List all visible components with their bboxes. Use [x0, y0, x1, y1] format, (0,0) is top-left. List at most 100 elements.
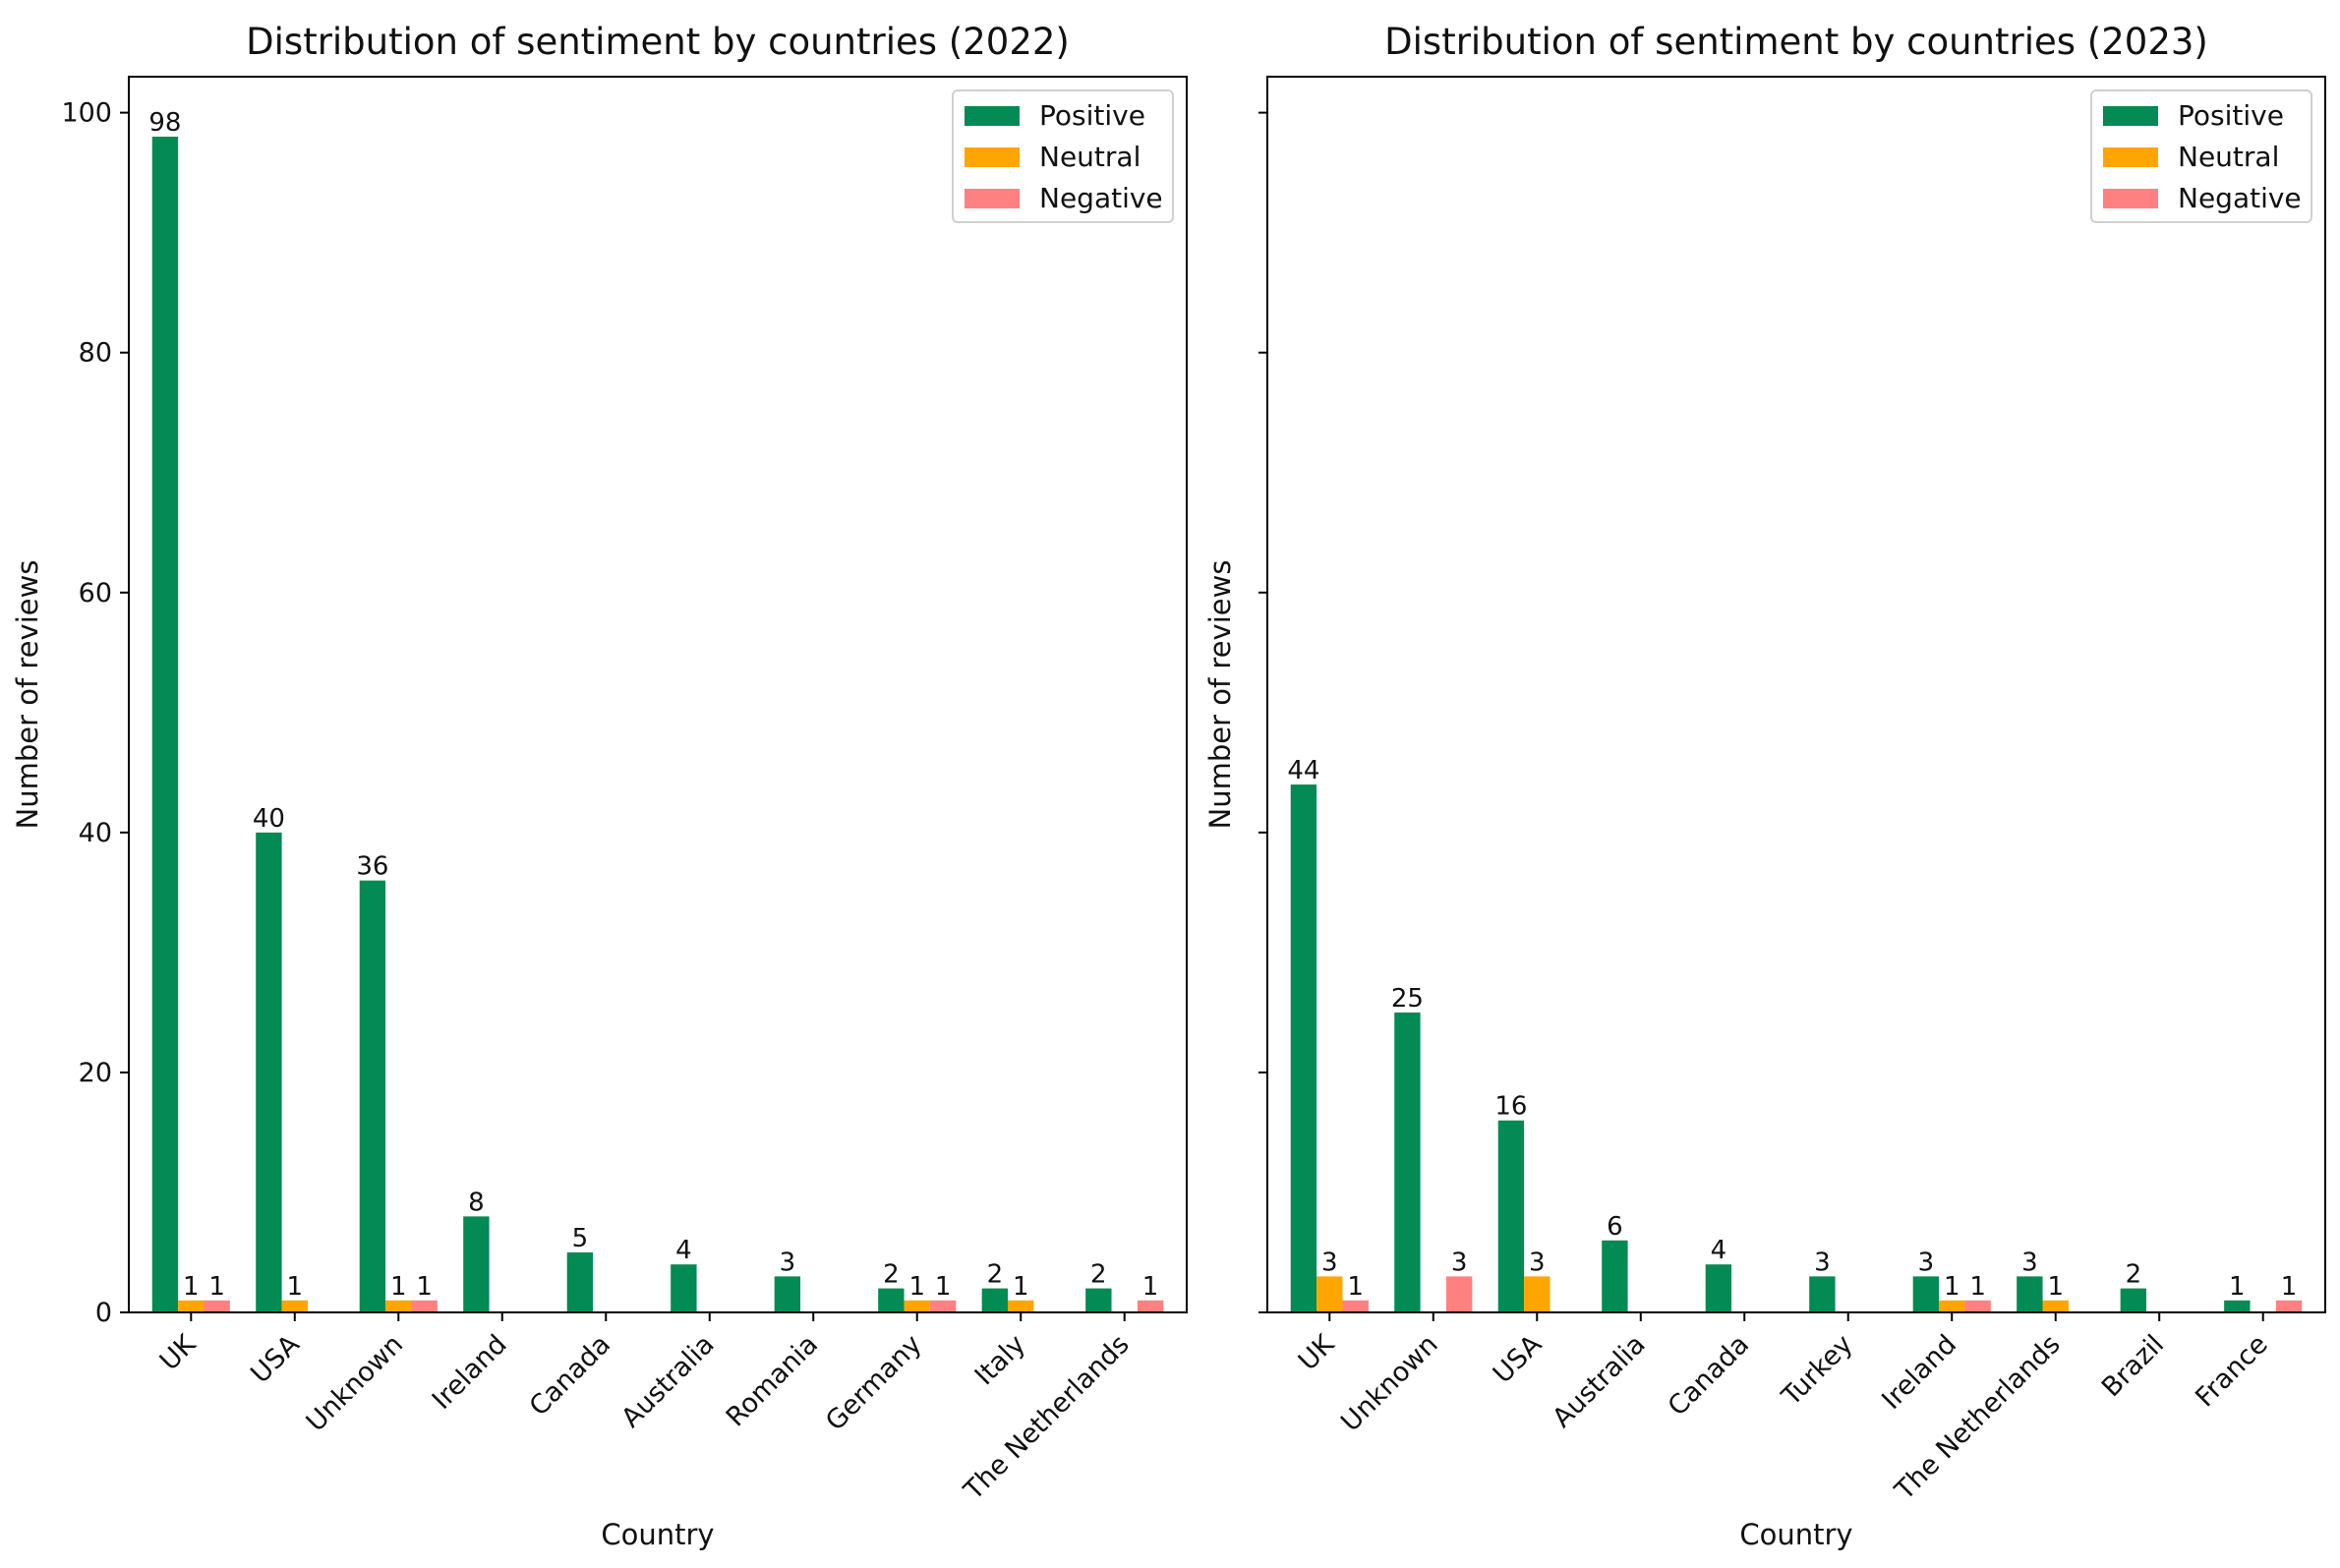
data-label-positive-romania: 3 [780, 1248, 796, 1277]
x-axis-label: Country [1739, 1518, 1852, 1551]
data-label-positive-australia: 4 [675, 1236, 692, 1265]
x-tick-label-uk: UK [154, 1328, 203, 1376]
chart-2: Distribution of sentiment by countries (… [1203, 21, 2326, 1551]
chart-1: Distribution of sentiment by countries (… [11, 21, 1188, 1551]
data-label-positive-italy: 2 [987, 1260, 1004, 1290]
bar-positive-uk [1290, 784, 1317, 1312]
x-axis-label: Country [601, 1518, 714, 1551]
legend-label-neutral: Neutral [2178, 141, 2279, 173]
bar-positive-australia [1602, 1240, 1628, 1312]
data-label-negative-unknown: 3 [1451, 1248, 1468, 1277]
y-tick-label: 80 [79, 338, 112, 369]
data-label-positive-usa: 16 [1494, 1092, 1527, 1122]
y-axis: 0 20 40 60 80 100 [61, 98, 129, 1328]
legend: Positive Neutral Negative [952, 89, 1174, 223]
x-tick-label-unknown: Unknown [301, 1329, 410, 1438]
data-label-positive-canada: 5 [572, 1224, 589, 1253]
legend-swatch-positive [965, 106, 1020, 126]
data-label-positive-france: 1 [2229, 1272, 2246, 1302]
chart-title: Distribution of sentiment by countries (… [1384, 21, 2208, 63]
x-tick-label-usa: USA [245, 1329, 306, 1390]
bar-neutral-usa [281, 1300, 308, 1312]
y-tick-label: 100 [61, 98, 112, 129]
bar-negative-the-netherlands [1137, 1300, 1164, 1312]
bar-positive-turkey [1809, 1276, 1836, 1312]
data-label-positive-unknown: 25 [1391, 984, 1424, 1014]
plot-frame [1266, 76, 2326, 1313]
y-axis-label: Number of reviews [11, 560, 44, 830]
data-label-neutral-unknown: 1 [390, 1272, 407, 1302]
bar-negative-unknown [1445, 1276, 1473, 1312]
bar-positive-the-netherlands [2017, 1276, 2043, 1312]
data-label-neutral-germany: 1 [908, 1272, 925, 1302]
data-label-positive-ireland: 8 [468, 1188, 485, 1217]
x-tick-label-italy: Italy [969, 1329, 1031, 1391]
bar-positive-usa [256, 832, 282, 1312]
legend: Positive Neutral Negative [2090, 89, 2312, 223]
data-label-positive-australia: 6 [1607, 1212, 1623, 1242]
bar-neutral-uk [178, 1300, 205, 1312]
x-tick-label-ireland: Ireland [1876, 1329, 1962, 1416]
legend-label-negative: Negative [2178, 182, 2302, 214]
data-label-positive-germany: 2 [883, 1260, 900, 1290]
bar-positive-ireland [1912, 1276, 1940, 1312]
x-tick-label-usa: USA [1488, 1329, 1549, 1390]
y-tick-label: 60 [79, 578, 112, 609]
data-label-neutral-usa: 3 [1529, 1248, 1546, 1277]
data-label-positive-turkey: 3 [1814, 1248, 1831, 1277]
bar-positive-unknown [1394, 1012, 1421, 1312]
bar-neutral-germany [904, 1300, 930, 1312]
bar-positive-germany [878, 1288, 905, 1312]
x-tick-label-unknown: Unknown [1335, 1329, 1444, 1438]
bar-negative-uk [1342, 1300, 1369, 1312]
bar-positive-australia [671, 1264, 697, 1312]
x-tick-label-canada: Canada [524, 1329, 617, 1423]
data-label-neutral-usa: 1 [287, 1272, 304, 1302]
legend-swatch-positive [2103, 106, 2158, 126]
bar-positive-uk [151, 137, 179, 1313]
data-label-neutral-uk: 3 [1321, 1248, 1338, 1277]
bar-positive-brazil [2120, 1288, 2147, 1312]
bar-positive-usa [1497, 1120, 1525, 1312]
bar-negative-ireland [1964, 1300, 1991, 1312]
y-tick-label: 20 [79, 1058, 112, 1088]
legend-swatch-neutral [2103, 147, 2158, 167]
data-label-neutral-italy: 1 [1013, 1272, 1029, 1302]
x-tick-label-australia: Australia [615, 1329, 720, 1433]
data-label-positive-the-netherlands: 2 [1090, 1260, 1107, 1290]
bar-neutral-usa [1524, 1276, 1550, 1312]
x-tick-label-romania: Romania [721, 1329, 824, 1432]
data-label-negative-unknown: 1 [416, 1272, 433, 1302]
y-axis-label: Number of reviews [1203, 560, 1237, 830]
data-label-positive-unknown: 36 [356, 852, 388, 882]
bar-negative-unknown [411, 1300, 438, 1312]
data-label-positive-brazil: 2 [2126, 1260, 2142, 1290]
data-label-positive-uk: 44 [1287, 756, 1319, 785]
plot-frame [128, 76, 1188, 1313]
legend-label-neutral: Neutral [1039, 141, 1141, 173]
x-tick-label-australia: Australia [1547, 1329, 1651, 1433]
bar-positive-canada [1705, 1264, 1732, 1312]
bar-negative-france [2275, 1300, 2303, 1312]
bar-positive-canada [566, 1251, 594, 1312]
data-label-negative-the-netherlands: 1 [1142, 1272, 1159, 1302]
legend-swatch-negative [2103, 189, 2158, 208]
legend-label-positive: Positive [1039, 99, 1145, 132]
x-tick-label-ireland: Ireland [427, 1329, 513, 1416]
bar-positive-romania [774, 1276, 801, 1312]
x-tick-label-canada: Canada [1663, 1329, 1756, 1423]
y-tick-label: 40 [79, 818, 112, 848]
bar-positive-ireland [463, 1216, 490, 1312]
bar-positive-italy [981, 1288, 1009, 1312]
data-label-neutral-uk: 1 [183, 1272, 200, 1302]
data-label-negative-germany: 1 [935, 1272, 952, 1302]
data-label-positive-usa: 40 [253, 804, 285, 834]
data-label-positive-ireland: 3 [1918, 1248, 1935, 1277]
bar-positive-unknown [359, 880, 386, 1312]
data-label-neutral-ireland: 1 [1944, 1272, 1960, 1302]
data-label-positive-the-netherlands: 3 [2021, 1248, 2038, 1277]
chart-title: Distribution of sentiment by countries (… [246, 21, 1070, 63]
